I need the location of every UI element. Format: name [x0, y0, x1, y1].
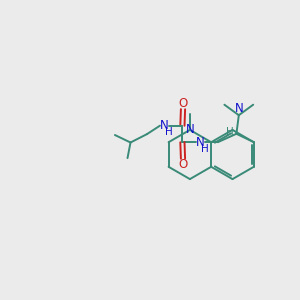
Text: O: O: [178, 158, 188, 171]
Text: N: N: [185, 123, 194, 136]
Text: N: N: [234, 102, 243, 115]
Text: H: H: [165, 127, 172, 137]
Text: N: N: [196, 136, 205, 149]
Text: H: H: [201, 143, 208, 154]
Text: O: O: [178, 97, 188, 110]
Text: N: N: [160, 119, 169, 132]
Text: H: H: [226, 127, 234, 137]
